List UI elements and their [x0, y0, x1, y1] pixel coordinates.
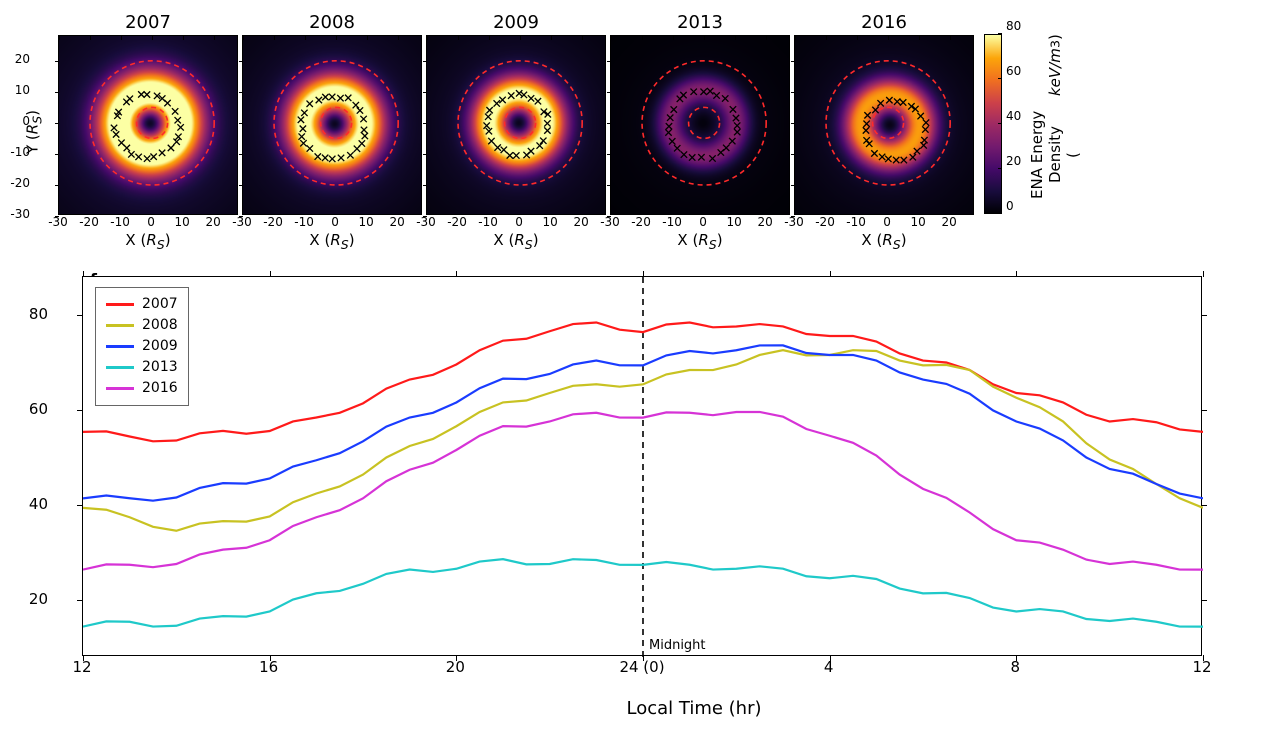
heatmap-panel-b: 2008b10.19 ± 0.63RS-30-20-1001020X (RS)	[242, 12, 422, 252]
heatmap-overlay	[243, 36, 423, 216]
heatmap-panel-e: 2016e9.80 ± 0.98RS-30-20-1001020X (RS)	[794, 12, 974, 252]
legend-swatch	[106, 387, 134, 390]
legend-item: 2007	[106, 294, 178, 315]
panel-xlabel: X (RS)	[610, 231, 790, 252]
panel-xticks: -30-20-1001020	[794, 215, 974, 231]
heatmap	[58, 35, 238, 215]
panel-year: 2007	[58, 12, 238, 33]
legend-label: 2008	[142, 315, 178, 336]
panel-xlabel: X (RS)	[242, 231, 422, 252]
figure: 2007a10.28 ± 0.71RSY (RS)-30-20-1001020-…	[12, 12, 1256, 719]
legend-label: 2007	[142, 294, 178, 315]
line-xticks: 12162024 (0)4812	[82, 656, 1202, 676]
legend-label: 2009	[142, 336, 178, 357]
panel-xticks: -30-20-1001020	[610, 215, 790, 231]
series-2013	[83, 559, 1203, 626]
legend-label: 2016	[142, 378, 178, 399]
legend-item: 2013	[106, 357, 178, 378]
heatmap-panel-c: 2009c9.69 ± 0.39RS-30-20-1001020X (RS)	[426, 12, 606, 252]
line-chart-wrap: f ENA Energy Density (keV/m3) 20406080 M…	[12, 270, 1256, 719]
line-xlabel: Local Time (hr)	[82, 698, 1256, 719]
colorbar: 020406080ENA Energy Density(keV/m3)	[984, 12, 1082, 214]
panel-year: 2008	[242, 12, 422, 33]
heatmap-panel-a: 2007a10.28 ± 0.71RSY (RS)-30-20-1001020-…	[58, 12, 238, 252]
heatmap-overlay	[795, 36, 975, 216]
legend-item: 2016	[106, 378, 178, 399]
panel-xticks: -30-20-1001020	[426, 215, 606, 231]
legend-item: 2009	[106, 336, 178, 357]
legend: 20072008200920132016	[95, 287, 189, 406]
heatmap-overlay	[59, 36, 239, 216]
panel-xticks: -30-20-1001020	[58, 215, 238, 231]
legend-item: 2008	[106, 315, 178, 336]
heatmap	[242, 35, 422, 215]
panel-xlabel: X (RS)	[426, 231, 606, 252]
top-panels-row: 2007a10.28 ± 0.71RSY (RS)-30-20-1001020-…	[12, 12, 1256, 252]
panel-year: 2016	[794, 12, 974, 33]
panel-xticks: -30-20-1001020	[242, 215, 422, 231]
heatmap-panel-d: 2013d10.87 ± 0.65RS-30-20-1001020X (RS)	[610, 12, 790, 252]
colorbar-label: ENA Energy Density(keV/m3)	[1028, 34, 1082, 214]
heatmap	[610, 35, 790, 215]
heatmap-overlay	[611, 36, 791, 216]
legend-swatch	[106, 303, 134, 306]
legend-swatch	[106, 366, 134, 369]
heatmap	[426, 35, 606, 215]
legend-swatch	[106, 345, 134, 348]
heatmap	[794, 35, 974, 215]
panel-year: 2013	[610, 12, 790, 33]
line-svg: Midnight	[83, 277, 1203, 657]
midnight-label: Midnight	[649, 638, 706, 653]
panel-year: 2009	[426, 12, 606, 33]
legend-swatch	[106, 324, 134, 327]
panel-xlabel: X (RS)	[794, 231, 974, 252]
heatmap-overlay	[427, 36, 607, 216]
legend-label: 2013	[142, 357, 178, 378]
line-chart: Midnight 20072008200920132016	[82, 276, 1202, 656]
panel-xlabel: X (RS)	[58, 231, 238, 252]
